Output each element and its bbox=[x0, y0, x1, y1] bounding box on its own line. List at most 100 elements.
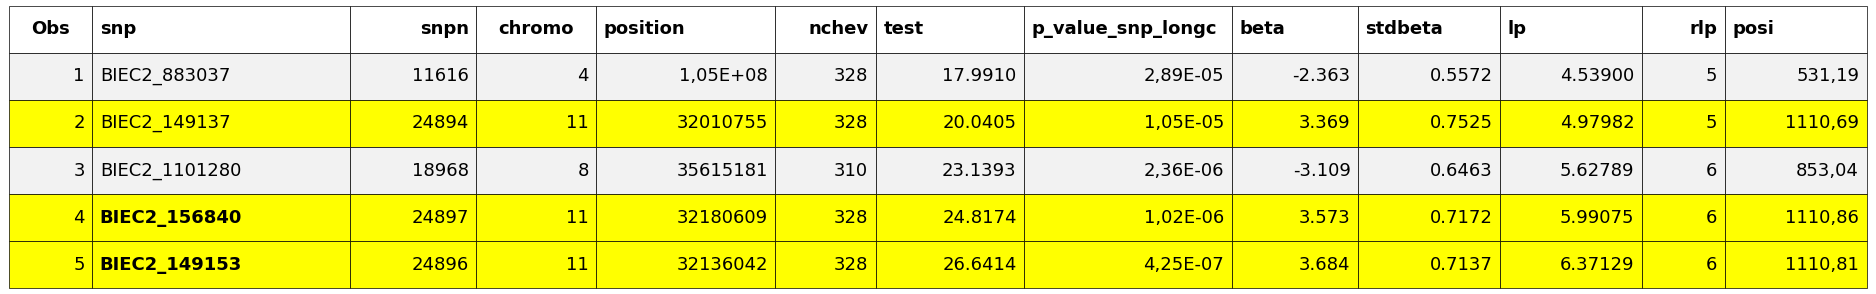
Bar bbox=[876, 147, 1024, 194]
Bar bbox=[92, 100, 349, 147]
Bar bbox=[597, 100, 775, 147]
Bar bbox=[477, 100, 597, 147]
Text: 3.684: 3.684 bbox=[1298, 255, 1351, 274]
Bar bbox=[1642, 53, 1724, 100]
Text: 11: 11 bbox=[567, 208, 589, 227]
Text: BIEC2_149153: BIEC2_149153 bbox=[99, 255, 242, 274]
Bar bbox=[9, 241, 92, 288]
Text: 35615181: 35615181 bbox=[677, 161, 767, 180]
Bar bbox=[1501, 53, 1642, 100]
Text: 328: 328 bbox=[835, 67, 869, 86]
Bar bbox=[775, 6, 876, 53]
Text: 24897: 24897 bbox=[411, 208, 469, 227]
Bar bbox=[1024, 53, 1231, 100]
Bar bbox=[1724, 6, 1867, 53]
Text: rlp: rlp bbox=[1690, 20, 1717, 39]
Bar bbox=[477, 53, 597, 100]
Text: 328: 328 bbox=[835, 114, 869, 133]
Bar bbox=[876, 100, 1024, 147]
Text: 32180609: 32180609 bbox=[677, 208, 767, 227]
Bar bbox=[775, 100, 876, 147]
Text: 20.0405: 20.0405 bbox=[944, 114, 1017, 133]
Bar bbox=[597, 194, 775, 241]
Bar bbox=[9, 147, 92, 194]
Bar bbox=[1642, 100, 1724, 147]
Bar bbox=[1358, 6, 1501, 53]
Text: 5: 5 bbox=[1705, 114, 1717, 133]
Text: snp: snp bbox=[99, 20, 137, 39]
Text: 32010755: 32010755 bbox=[677, 114, 767, 133]
Text: 11616: 11616 bbox=[413, 67, 469, 86]
Text: snpn: snpn bbox=[420, 20, 469, 39]
Bar bbox=[349, 6, 477, 53]
Bar bbox=[1231, 6, 1358, 53]
Bar bbox=[597, 147, 775, 194]
Bar bbox=[1231, 53, 1358, 100]
Bar bbox=[92, 194, 349, 241]
Text: 1,02E-06: 1,02E-06 bbox=[1144, 208, 1223, 227]
Bar bbox=[1024, 6, 1231, 53]
Bar bbox=[876, 194, 1024, 241]
Bar bbox=[1358, 53, 1501, 100]
Text: 6: 6 bbox=[1705, 208, 1717, 227]
Bar bbox=[349, 53, 477, 100]
Bar bbox=[1724, 241, 1867, 288]
Text: 1,05E+08: 1,05E+08 bbox=[679, 67, 767, 86]
Bar bbox=[1024, 241, 1231, 288]
Bar bbox=[1501, 6, 1642, 53]
Bar bbox=[876, 6, 1024, 53]
Text: 0.6463: 0.6463 bbox=[1430, 161, 1493, 180]
Text: 531,19: 531,19 bbox=[1795, 67, 1859, 86]
Bar bbox=[1724, 100, 1867, 147]
Bar bbox=[9, 194, 92, 241]
Bar bbox=[775, 194, 876, 241]
Text: 1110,81: 1110,81 bbox=[1786, 255, 1859, 274]
Bar bbox=[349, 194, 477, 241]
Text: 1110,86: 1110,86 bbox=[1786, 208, 1859, 227]
Bar bbox=[1024, 194, 1231, 241]
Text: 4.97982: 4.97982 bbox=[1559, 114, 1634, 133]
Bar bbox=[597, 53, 775, 100]
Bar bbox=[775, 53, 876, 100]
Bar bbox=[597, 241, 775, 288]
Bar bbox=[1358, 241, 1501, 288]
Text: 1: 1 bbox=[73, 67, 84, 86]
Bar bbox=[876, 53, 1024, 100]
Text: 6.37129: 6.37129 bbox=[1559, 255, 1634, 274]
Text: 0.7525: 0.7525 bbox=[1430, 114, 1493, 133]
Bar bbox=[92, 53, 349, 100]
Text: 310: 310 bbox=[835, 161, 869, 180]
Text: 11: 11 bbox=[567, 114, 589, 133]
Text: 4,25E-07: 4,25E-07 bbox=[1142, 255, 1223, 274]
Text: 6: 6 bbox=[1705, 161, 1717, 180]
Bar bbox=[1724, 147, 1867, 194]
Bar bbox=[92, 147, 349, 194]
Text: BIEC2_1101280: BIEC2_1101280 bbox=[99, 161, 242, 180]
Bar bbox=[477, 147, 597, 194]
Text: 0.7172: 0.7172 bbox=[1430, 208, 1493, 227]
Text: 23.1393: 23.1393 bbox=[942, 161, 1017, 180]
Bar bbox=[9, 53, 92, 100]
Text: 18968: 18968 bbox=[413, 161, 469, 180]
Text: p_value_snp_longc: p_value_snp_longc bbox=[1032, 20, 1218, 39]
Bar bbox=[1501, 241, 1642, 288]
Text: 4: 4 bbox=[73, 208, 84, 227]
Bar bbox=[92, 241, 349, 288]
Text: 24894: 24894 bbox=[411, 114, 469, 133]
Text: 8: 8 bbox=[578, 161, 589, 180]
Text: 4: 4 bbox=[578, 67, 589, 86]
Text: -3.109: -3.109 bbox=[1293, 161, 1351, 180]
Bar bbox=[1642, 194, 1724, 241]
Text: 1,05E-05: 1,05E-05 bbox=[1144, 114, 1223, 133]
Bar bbox=[1231, 147, 1358, 194]
Text: beta: beta bbox=[1238, 20, 1285, 39]
Text: 32136042: 32136042 bbox=[677, 255, 767, 274]
Text: -2.363: -2.363 bbox=[1293, 67, 1351, 86]
Text: BIEC2_883037: BIEC2_883037 bbox=[99, 67, 231, 86]
Bar bbox=[477, 241, 597, 288]
Bar bbox=[9, 6, 92, 53]
Bar bbox=[1642, 6, 1724, 53]
Bar bbox=[477, 194, 597, 241]
Text: 11: 11 bbox=[567, 255, 589, 274]
Bar bbox=[1231, 100, 1358, 147]
